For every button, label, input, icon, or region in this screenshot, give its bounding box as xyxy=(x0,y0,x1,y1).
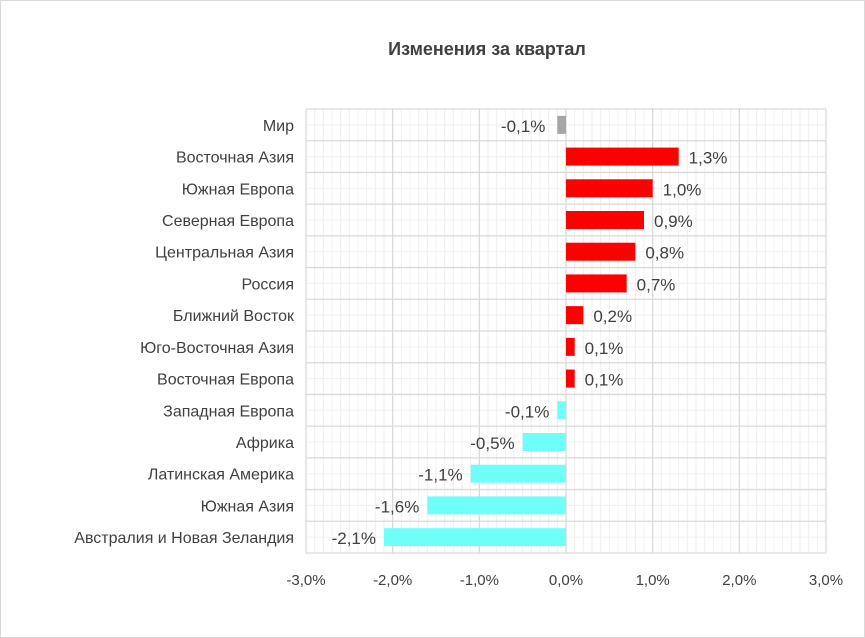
bar xyxy=(566,337,575,356)
data-label: 0,1% xyxy=(585,371,624,390)
gridlines xyxy=(305,108,827,554)
labels: -3,0% -2,0% -1,0% 0,0% 1,0% 2,0% 3,0% Мир -0,1% В… xyxy=(74,117,843,589)
data-label: 0,8% xyxy=(645,244,684,263)
x-tick-label: -2,0% xyxy=(373,572,412,589)
category-label: Северная Европа xyxy=(162,213,294,230)
data-label: 0,9% xyxy=(654,212,693,231)
data-label: -1,6% xyxy=(375,497,419,516)
category-label: Африка xyxy=(236,435,294,452)
data-label: 0,2% xyxy=(593,307,632,326)
bar xyxy=(384,528,566,547)
category-label: Россия xyxy=(242,276,294,293)
category-label: Восточная Европа xyxy=(157,372,294,389)
bar xyxy=(470,464,566,483)
data-label: -1,1% xyxy=(418,466,462,485)
x-tick-label: 2,0% xyxy=(722,572,756,589)
bar xyxy=(566,306,584,325)
category-label: Южная Европа xyxy=(182,181,294,198)
bar xyxy=(427,496,566,515)
data-label: 1,3% xyxy=(689,149,728,168)
data-label: 0,1% xyxy=(585,339,624,358)
category-label: Латинская Америка xyxy=(148,467,294,484)
x-tick-label: -3,0% xyxy=(286,572,325,589)
data-label: 1,0% xyxy=(663,180,702,199)
category-label: Западная Европа xyxy=(163,403,294,420)
data-label: -2,1% xyxy=(332,529,376,548)
category-label: Мир xyxy=(263,118,294,135)
chart-title: Изменения за квартал xyxy=(388,39,586,59)
x-tick-label: 1,0% xyxy=(636,572,670,589)
category-label: Восточная Азия xyxy=(176,150,294,167)
x-tick-label: 0,0% xyxy=(549,572,583,589)
bar xyxy=(557,115,566,134)
x-tick-label: -1,0% xyxy=(460,572,499,589)
data-label: -0,1% xyxy=(501,117,545,136)
category-label: Ближний Восток xyxy=(173,308,295,325)
bar xyxy=(566,242,636,261)
data-label: 0,7% xyxy=(637,275,676,294)
bar xyxy=(557,401,566,420)
bar xyxy=(566,179,653,198)
bar xyxy=(566,274,627,293)
category-label: Австралия и Новая Зеландия xyxy=(74,530,294,547)
data-label: -0,5% xyxy=(470,434,514,453)
category-label: Центральная Азия xyxy=(155,245,294,262)
category-label: Юго-Восточная Азия xyxy=(140,340,294,357)
bars xyxy=(384,115,679,547)
bar xyxy=(522,433,566,451)
bar xyxy=(566,211,644,229)
x-tick-label: 3,0% xyxy=(809,572,843,589)
data-label: -0,1% xyxy=(505,402,549,421)
category-label: Южная Азия xyxy=(201,498,294,515)
bar xyxy=(566,147,679,166)
bar xyxy=(566,369,575,388)
